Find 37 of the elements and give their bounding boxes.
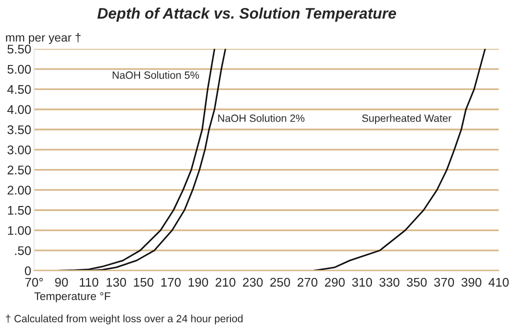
chart-title: Depth of Attack vs. Solution Temperature xyxy=(97,8,396,22)
x-tick-label: 370 xyxy=(434,278,454,287)
x-axis-title: Temperature °F xyxy=(34,292,110,302)
x-tick-label: 250 xyxy=(270,278,290,287)
y-tick-label: 2.00 xyxy=(8,186,31,195)
series-label: NaOH Solution 2% xyxy=(218,114,304,122)
series-label: Superheated Water xyxy=(362,114,452,124)
x-tick-label: 410 xyxy=(488,278,509,287)
x-tick-label: 290 xyxy=(324,278,345,287)
x-tick-label: 210 xyxy=(216,278,236,287)
x-tick-label: 70° xyxy=(25,278,43,287)
y-tick-label: 0 xyxy=(24,266,31,276)
y-tick-label: 3.00 xyxy=(8,145,31,154)
x-tick-label: 190 xyxy=(188,278,208,287)
y-tick-label: 4.00 xyxy=(7,105,31,114)
x-tick-label: 270 xyxy=(298,278,318,287)
series-label: NaOH Solution 5% xyxy=(112,71,199,79)
y-tick-label: 5.00 xyxy=(8,64,31,74)
x-tick-label: 150 xyxy=(134,278,154,287)
y-axis-title: mm per year † xyxy=(6,33,81,44)
x-tick-label: 350 xyxy=(406,278,427,287)
y-tick-label: 3.50 xyxy=(8,125,31,134)
y-tick-label: 1.50 xyxy=(8,206,31,215)
y-tick-label: .50 xyxy=(15,246,31,256)
y-tick-label: 1.00 xyxy=(8,226,31,235)
x-tick-label: 390 xyxy=(461,278,482,287)
text: † Calculated from weight loss over a 24 hour period xyxy=(6,314,243,324)
x-tick-label: 330 xyxy=(379,278,400,287)
x-tick-label: 310 xyxy=(352,278,372,287)
x-tick-label: 130 xyxy=(106,278,126,287)
y-tick-label: 5.50 xyxy=(8,44,31,54)
x-tick-label: 230 xyxy=(242,278,263,287)
x-tick-label: 170 xyxy=(161,278,181,287)
x-tick-label: 90 xyxy=(55,278,68,287)
y-tick-label: 4.50 xyxy=(7,85,31,94)
x-tick-label: 110 xyxy=(80,278,98,287)
y-tick-label: 2.50 xyxy=(8,166,31,174)
